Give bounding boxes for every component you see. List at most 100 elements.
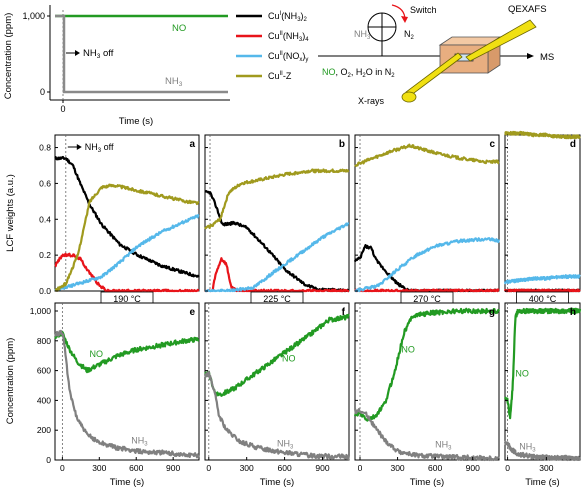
ytick-label: 0.6	[39, 178, 51, 188]
series-line-cu2_z	[54, 183, 200, 292]
nh3-label: NH3	[131, 436, 148, 448]
setup-schematic: Switch NH3 N2 MS QEXAFS NO, O2, H2O in N…	[318, 4, 554, 106]
lcf-panel-frame	[54, 134, 200, 292]
legend-text-part: 3	[297, 17, 301, 23]
legend-text-part: )	[301, 11, 304, 21]
lcf-panel-frame	[204, 134, 350, 292]
series-line-cu2_z	[354, 143, 500, 168]
top-plot-annotation: NH3 off	[83, 48, 114, 60]
xtick-label: 300	[240, 463, 254, 473]
concentration-panel-frame	[354, 302, 500, 461]
middle-ylabel: LCF weights (a.u.)	[5, 174, 16, 252]
series-line-nh3	[503, 440, 582, 462]
ytick-label: 0.0	[39, 286, 51, 296]
ytick-label: 0.4	[39, 214, 51, 224]
ytick-label: 400	[37, 395, 51, 405]
bottom-ylabel: Concentration (ppm)	[5, 338, 16, 425]
ytick-label: 600	[37, 366, 51, 376]
no-label: NO	[282, 354, 296, 364]
xtick-label: 600	[428, 463, 442, 473]
qexafs-beam	[465, 19, 537, 62]
series-line-nh3	[204, 370, 351, 461]
panel-letter: f	[342, 307, 346, 318]
ms-label: MS	[540, 52, 554, 63]
annotation-part: NH	[85, 142, 98, 152]
concentration-panel-f: f 0 300 600 900 Time (s) NO NH3	[204, 302, 351, 488]
nh3-label-part: NH	[519, 442, 532, 452]
ytick-label: 800	[37, 336, 51, 346]
no-label: NO	[401, 345, 415, 355]
top-plot-xtick-label: 0	[60, 104, 65, 114]
nh3-label-part: 3	[448, 445, 452, 451]
ytick-label: 0.8	[39, 143, 51, 153]
legend-label-cu2_z: CuII-Z	[268, 71, 292, 81]
nh3-label: NH3	[277, 439, 294, 451]
xrays-label: X-rays	[358, 96, 385, 106]
nh3-inlet-label: NH3	[354, 29, 371, 41]
series-line-no	[204, 313, 350, 397]
series-line-cu2_z	[204, 168, 350, 230]
ytick-label: 0	[46, 455, 51, 465]
xlabel: Time (s)	[110, 477, 144, 488]
legend-text-part: II	[280, 71, 284, 77]
top-plot-ylabel: Concentration (ppm)	[3, 13, 14, 100]
nh3-label-part: 3	[144, 442, 148, 448]
series-line-no	[54, 330, 200, 374]
ytick-label: 1,000	[30, 306, 52, 316]
qexafs-label: QEXAFS	[508, 4, 547, 15]
legend-text-part: 4	[305, 37, 309, 43]
concentration-panel-frame	[204, 302, 350, 461]
top-plot-nh3-label: NH3	[165, 76, 183, 88]
temperature-label: 190 °C	[113, 294, 141, 304]
nh3-label-part: NH	[435, 439, 448, 449]
top-schematic-plot: Concentration (ppm) 1,000 0 0 Time (s) N…	[3, 5, 230, 127]
legend-label-cu2_nh3_4: CuII(NH3)4	[268, 31, 309, 43]
series-line-cu2_nh3_4	[204, 257, 350, 293]
legend-text-part: Cu	[268, 71, 280, 81]
top-plot-ytick-label: 1,000	[22, 11, 45, 21]
n2-inlet-label: N2	[404, 29, 415, 41]
annotation-part: 3	[98, 148, 102, 154]
xray-source	[401, 91, 417, 103]
panel-letter: h	[570, 307, 576, 318]
annotation-arrowhead	[76, 144, 82, 150]
panel-letter: a	[189, 139, 195, 150]
switch-arrowhead-icon	[401, 16, 408, 23]
annotation-part: off	[101, 142, 114, 152]
nh3-label-part: 3	[532, 448, 536, 454]
legend-label-cu2_nox: CuII(NOx)y	[268, 51, 308, 63]
nh3-label-part: NH	[277, 439, 290, 449]
series-line-cu2_nh3_4	[503, 288, 581, 293]
no-label: NO	[89, 349, 103, 359]
temperature-label: 400 °C	[529, 294, 557, 304]
series-line-cu2_nh3_4	[54, 252, 200, 293]
xtick-label: 900	[315, 463, 329, 473]
series-line-cu2_nox	[54, 213, 200, 292]
xray-beam	[405, 52, 463, 97]
series-line-cu2_nox	[204, 222, 350, 293]
legend-text-part: (NO	[283, 51, 300, 61]
nh3-label-part: NH	[131, 436, 144, 446]
legend-text-part: II	[280, 51, 284, 57]
nh3-off-annotation: NH3 off	[85, 142, 114, 154]
series-line-nh3	[353, 408, 500, 462]
xtick-label: 600	[129, 463, 143, 473]
series-line-cu2_nh3_4	[354, 288, 500, 293]
concentration-panel-e: e 0 200 400 600 800 1,000 0 300 600 900 Time (s) NO N…	[30, 302, 200, 488]
xlabel: Time (s)	[410, 477, 444, 488]
xtick-label: 900	[466, 463, 480, 473]
no-label: NO	[515, 369, 529, 379]
lcf-panel-d: d 400 °C	[503, 130, 581, 307]
ms-arrowhead-icon	[527, 53, 534, 59]
series-line-nh3	[53, 329, 200, 459]
lcf-panel-c: c 270 °C	[353, 134, 501, 307]
top-plot-no-label: NO	[172, 23, 186, 34]
top-plot-annotation-arrowhead	[75, 50, 80, 56]
panel-letter: c	[489, 139, 495, 150]
concentration-panel-frame	[504, 302, 581, 461]
xlabel: Time (s)	[525, 477, 559, 488]
xlabel: Time (s)	[260, 477, 294, 488]
legend-text-part: y	[305, 57, 308, 63]
concentration-panel-h: h 0 300 Time (s) NO NH3	[503, 302, 582, 488]
